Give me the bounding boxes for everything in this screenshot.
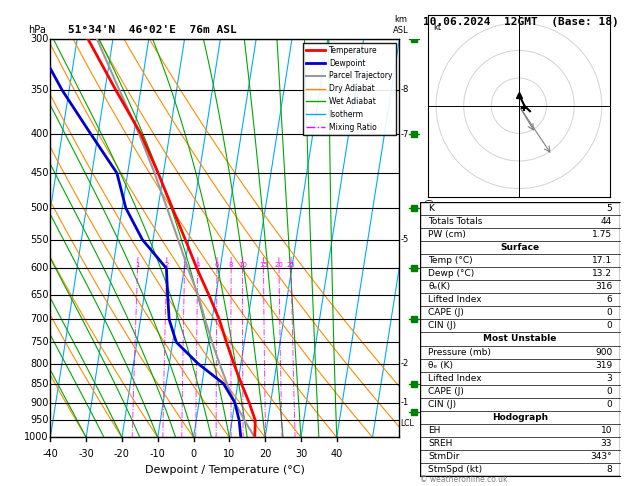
Text: 650: 650 <box>30 290 48 300</box>
Text: Lifted Index: Lifted Index <box>428 295 482 304</box>
Text: EH: EH <box>428 426 440 435</box>
Text: km
ASL: km ASL <box>393 16 409 35</box>
Text: Surface: Surface <box>501 243 540 252</box>
Text: 8: 8 <box>606 465 612 474</box>
Text: 550: 550 <box>30 235 48 244</box>
Text: 1000: 1000 <box>24 433 48 442</box>
Text: 750: 750 <box>30 337 48 347</box>
Text: LCL: LCL <box>400 419 413 428</box>
Text: -20: -20 <box>114 449 130 458</box>
Text: Totals Totals: Totals Totals <box>428 217 482 226</box>
Text: © weatheronline.co.uk: © weatheronline.co.uk <box>420 474 508 484</box>
Text: Dewpoint / Temperature (°C): Dewpoint / Temperature (°C) <box>145 465 305 475</box>
Text: 30: 30 <box>295 449 307 458</box>
Text: StmSpd (kt): StmSpd (kt) <box>428 465 482 474</box>
Text: 1.75: 1.75 <box>592 230 612 239</box>
Text: Hodograph: Hodograph <box>492 413 548 422</box>
Text: 800: 800 <box>30 359 48 368</box>
Text: 850: 850 <box>30 379 48 389</box>
Text: 33: 33 <box>601 439 612 448</box>
Text: 10.06.2024  12GMT  (Base: 18): 10.06.2024 12GMT (Base: 18) <box>423 17 618 27</box>
Text: CIN (J): CIN (J) <box>428 400 456 409</box>
Text: 500: 500 <box>30 203 48 213</box>
Text: Pressure (mb): Pressure (mb) <box>428 347 491 357</box>
Text: Temp (°C): Temp (°C) <box>428 256 473 265</box>
Text: θₑ (K): θₑ (K) <box>428 361 453 370</box>
Text: 25: 25 <box>287 262 296 268</box>
Legend: Temperature, Dewpoint, Parcel Trajectory, Dry Adiabat, Wet Adiabat, Isotherm, Mi: Temperature, Dewpoint, Parcel Trajectory… <box>303 43 396 135</box>
Text: StmDir: StmDir <box>428 452 460 461</box>
Text: CAPE (J): CAPE (J) <box>428 387 464 396</box>
Text: 343°: 343° <box>591 452 612 461</box>
Text: SREH: SREH <box>428 439 452 448</box>
Text: θₑ(K): θₑ(K) <box>428 282 450 291</box>
Text: 6: 6 <box>214 262 220 268</box>
Text: -30: -30 <box>78 449 94 458</box>
Text: CIN (J): CIN (J) <box>428 321 456 330</box>
Text: 40: 40 <box>331 449 343 458</box>
Text: 20: 20 <box>259 449 271 458</box>
Text: 17.1: 17.1 <box>592 256 612 265</box>
Text: 300: 300 <box>30 34 48 44</box>
Text: 3: 3 <box>182 262 187 268</box>
Text: -1: -1 <box>401 398 409 407</box>
Text: 3: 3 <box>606 374 612 382</box>
Text: -2: -2 <box>401 359 409 368</box>
Text: 10: 10 <box>601 426 612 435</box>
Text: 44: 44 <box>601 217 612 226</box>
Text: hPa: hPa <box>28 25 45 35</box>
Text: 4: 4 <box>196 262 200 268</box>
Text: 900: 900 <box>30 398 48 408</box>
Text: 0: 0 <box>606 308 612 317</box>
Text: 10: 10 <box>238 262 247 268</box>
Text: 700: 700 <box>30 314 48 324</box>
Text: Dewp (°C): Dewp (°C) <box>428 269 474 278</box>
Text: 15: 15 <box>259 262 268 268</box>
Text: 20: 20 <box>275 262 284 268</box>
Text: 10: 10 <box>223 449 235 458</box>
Text: -40: -40 <box>42 449 58 458</box>
Text: 6: 6 <box>606 295 612 304</box>
Text: -10: -10 <box>150 449 165 458</box>
Text: Lifted Index: Lifted Index <box>428 374 482 382</box>
Text: 2: 2 <box>164 262 169 268</box>
Text: 13.2: 13.2 <box>592 269 612 278</box>
Text: 350: 350 <box>30 85 48 95</box>
Text: 1: 1 <box>135 262 140 268</box>
Text: 900: 900 <box>595 347 612 357</box>
Text: 0: 0 <box>606 387 612 396</box>
Text: 5: 5 <box>606 204 612 213</box>
Text: 319: 319 <box>595 361 612 370</box>
Text: 51°34'N  46°02'E  76m ASL: 51°34'N 46°02'E 76m ASL <box>68 25 237 35</box>
Text: 0: 0 <box>606 400 612 409</box>
Text: K: K <box>428 204 434 213</box>
Text: -8: -8 <box>401 86 409 94</box>
Text: Mixing Ratio (g/kg): Mixing Ratio (g/kg) <box>426 198 435 278</box>
Text: 450: 450 <box>30 168 48 178</box>
Text: CAPE (J): CAPE (J) <box>428 308 464 317</box>
Text: -7: -7 <box>401 130 409 139</box>
Text: PW (cm): PW (cm) <box>428 230 466 239</box>
Text: 600: 600 <box>30 263 48 273</box>
Text: -5: -5 <box>401 235 409 244</box>
Text: 316: 316 <box>595 282 612 291</box>
Text: 0: 0 <box>191 449 197 458</box>
Text: 8: 8 <box>229 262 233 268</box>
Text: 400: 400 <box>30 129 48 139</box>
Text: 0: 0 <box>606 321 612 330</box>
Text: Most Unstable: Most Unstable <box>484 334 557 344</box>
Text: 950: 950 <box>30 416 48 425</box>
Text: kt: kt <box>433 23 442 32</box>
